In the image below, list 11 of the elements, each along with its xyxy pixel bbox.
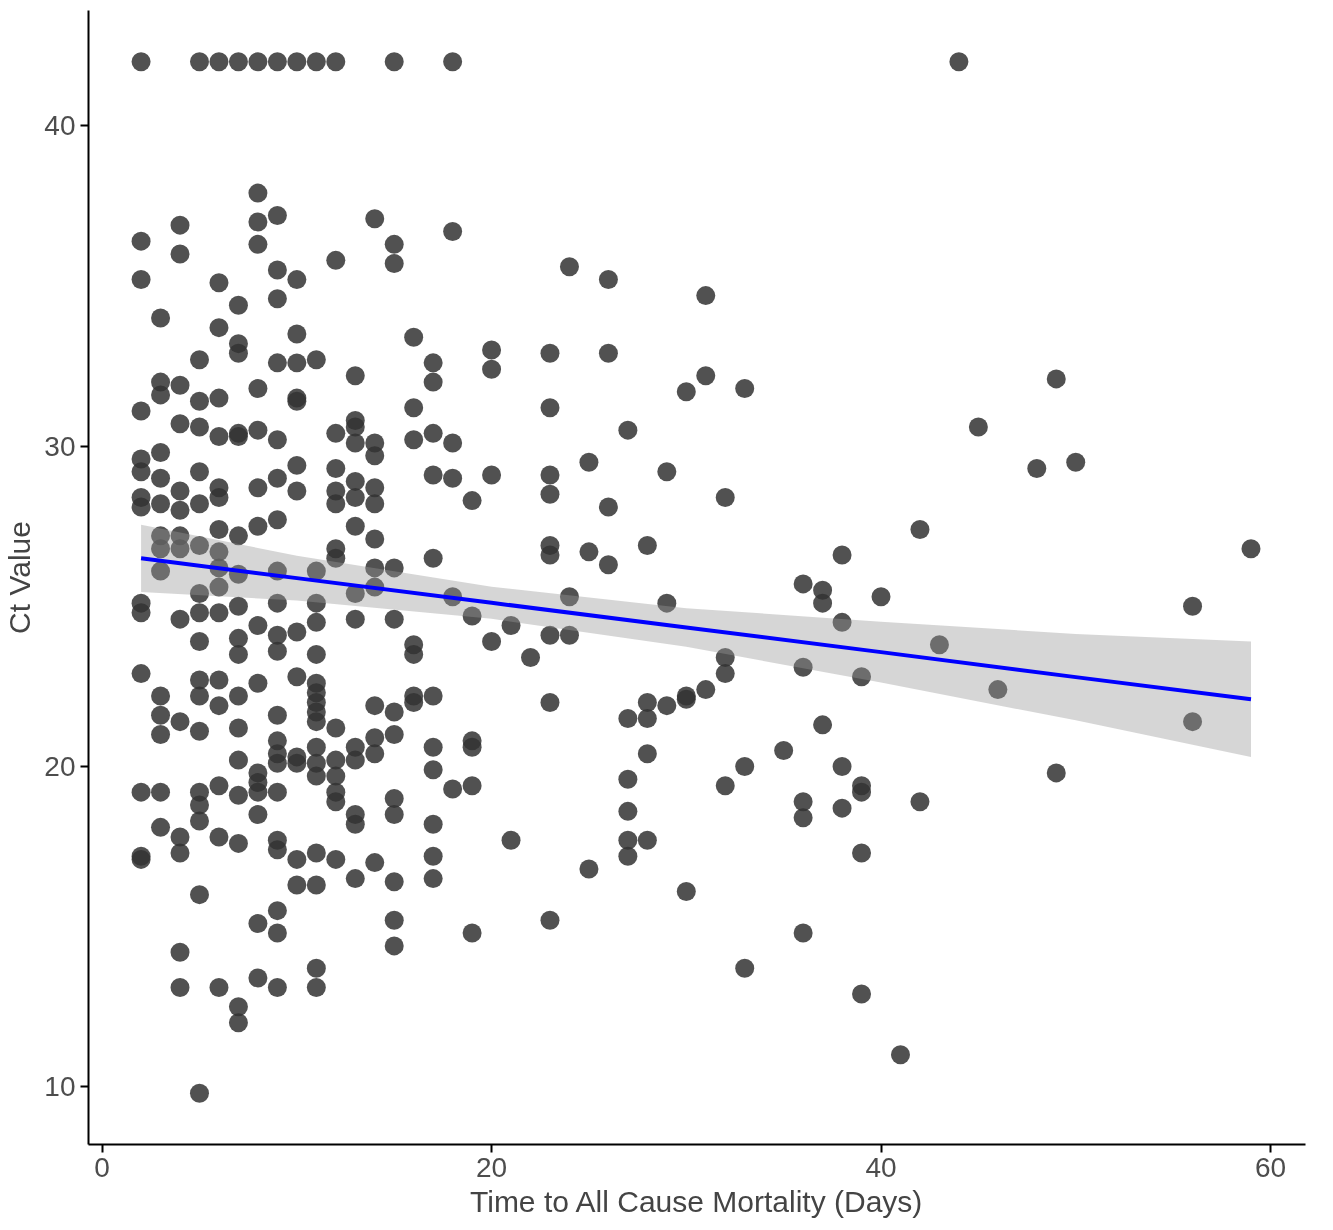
x-axis-title: Time to All Cause Mortality (Days) <box>470 1184 923 1218</box>
y-tick-label: 10 <box>44 1071 76 1103</box>
x-tick-label: 20 <box>476 1151 508 1183</box>
y-tick-label: 20 <box>44 751 76 782</box>
x-tick-label: 40 <box>865 1151 897 1183</box>
x-tick-label: 60 <box>1254 1151 1287 1183</box>
x-tick-label: 0 <box>94 1151 110 1183</box>
y-tick-label: 40 <box>44 110 76 142</box>
y-axis-title: Ct Value <box>3 521 37 634</box>
line-series <box>139 556 1253 702</box>
y-tick-label: 30 <box>44 430 76 462</box>
